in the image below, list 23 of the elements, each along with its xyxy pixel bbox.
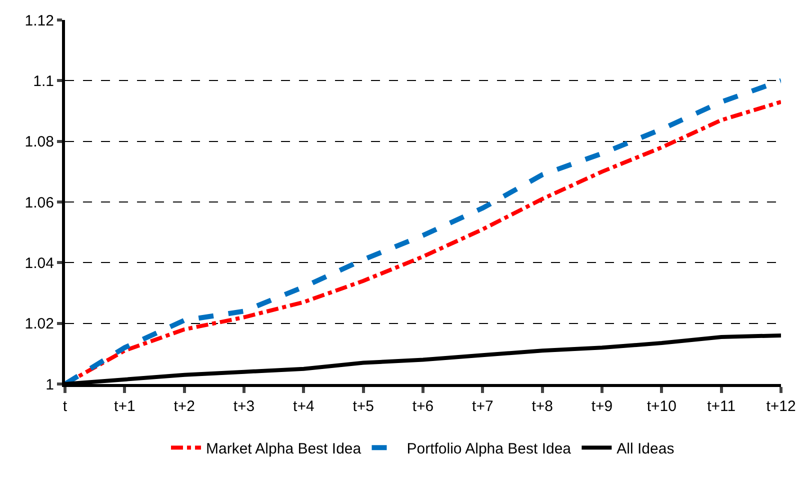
x-tick-label: t+3 <box>233 398 255 415</box>
x-tick-label: t+12 <box>766 398 796 415</box>
x-tick-label: t+10 <box>646 398 676 415</box>
x-tick-label: t+2 <box>174 398 195 415</box>
x-tick-label: t+11 <box>707 398 736 415</box>
y-tick-label: 1.04 <box>24 254 54 272</box>
x-tick-label: t+6 <box>412 398 434 415</box>
x-tick-label: t+7 <box>472 398 494 415</box>
y-tick-label: 1.12 <box>24 12 54 30</box>
legend-label: All Ideas <box>616 440 674 458</box>
x-tick-label: t+5 <box>352 398 374 415</box>
x-tick-label: t <box>62 398 68 415</box>
x-tick-label: t+1 <box>114 398 136 415</box>
y-tick-label: 1.06 <box>24 194 54 212</box>
legend-label: Market Alpha Best Idea <box>206 440 362 458</box>
x-tick-label: t+8 <box>532 398 553 415</box>
y-tick-label: 1 <box>46 376 54 394</box>
x-tick-label: t+4 <box>293 398 314 415</box>
x-tick-label: t+9 <box>591 398 613 415</box>
legend-label: Portfolio Alpha Best Idea <box>406 440 572 458</box>
y-tick-label: 1.1 <box>33 72 54 90</box>
y-tick-label: 1.08 <box>24 134 54 151</box>
y-tick-label: 1.02 <box>24 316 54 333</box>
